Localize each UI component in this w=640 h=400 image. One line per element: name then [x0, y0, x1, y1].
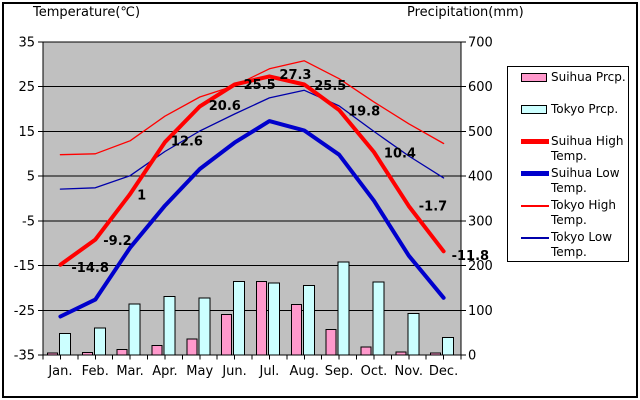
month-label: Oct. — [361, 364, 388, 379]
temp-point-label: -1.7 — [419, 200, 447, 215]
temp-axis-label: -35 — [14, 349, 35, 364]
temp-point-label: 10.4 — [384, 146, 416, 161]
month-label: Dec. — [429, 364, 458, 379]
tokyo-prcp-bar — [233, 280, 246, 356]
temp-axis-label: 25 — [18, 80, 35, 95]
tokyo-prcp-bar — [93, 327, 106, 356]
suihua-prcp-bar — [46, 352, 58, 356]
temp-point-label: -11.8 — [452, 249, 489, 264]
plot-area — [42, 41, 462, 356]
tokyo-low-temp--line — [59, 89, 445, 190]
tokyo-prcp-bar — [372, 281, 385, 356]
legend-item: Tokyo High Temp. — [508, 198, 628, 230]
temperature-axis-title: Temperature(℃) — [33, 5, 141, 20]
legend-line-swatch — [521, 134, 549, 149]
suihua-prcp-bar — [395, 351, 407, 356]
precipitation-axis-title: Precipitation(mm) — [407, 5, 524, 20]
suihua-prcp-bar — [116, 349, 128, 356]
legend-item-label: Tokyo High Temp. — [551, 198, 616, 227]
suihua-low-temp--line — [58, 119, 446, 319]
legend-item: Suihua Prcp. — [508, 70, 628, 102]
legend-line-swatch — [521, 198, 549, 213]
month-label: Sep. — [325, 364, 354, 379]
temp-point-label: -9.2 — [103, 234, 131, 249]
month-label: May — [186, 364, 213, 379]
legend-item-label: Tokyo Low Temp. — [551, 230, 613, 259]
temp-point-label: 25.5 — [314, 79, 346, 94]
month-label: Jul. — [259, 364, 280, 379]
temp-point-label: 12.6 — [171, 135, 203, 150]
legend-item-label: Suihua Low Temp. — [551, 166, 620, 195]
legend: Suihua Prcp. Tokyo Prcp. Suihua High Temp.… — [507, 66, 629, 262]
tokyo-prcp-bar — [407, 313, 420, 356]
month-label: Feb. — [82, 364, 109, 379]
temp-point-label: 27.3 — [279, 68, 311, 83]
legend-item: Suihua Low Temp. — [508, 166, 628, 198]
temp-axis-label: 5 — [27, 170, 35, 185]
legend-item-label: Suihua Prcp. — [551, 70, 626, 84]
temp-axis-label: 15 — [18, 125, 35, 140]
suihua-prcp-bar — [325, 329, 337, 356]
legend-item: Tokyo Prcp. — [508, 102, 628, 134]
precip-axis-label: 500 — [468, 125, 493, 140]
tokyo-high-temp--line — [59, 60, 445, 156]
precip-axis-label: 200 — [468, 259, 493, 274]
temp-axis-label: 35 — [18, 36, 35, 51]
temp-axis-label: -5 — [22, 214, 35, 229]
legend-line-swatch — [521, 230, 549, 245]
legend-item: Suihua High Temp. — [508, 134, 628, 166]
tokyo-prcp-bar — [337, 261, 350, 356]
suihua-prcp-bar — [186, 338, 198, 356]
suihua-high-temp--line — [58, 74, 446, 267]
month-label: Mar. — [116, 364, 143, 379]
month-label: Aug. — [289, 364, 319, 379]
suihua-prcp-bar — [360, 346, 372, 356]
tokyo-prcp-bar — [128, 303, 141, 356]
tokyo-prcp-bar — [442, 336, 455, 356]
tokyo-prcp-bar — [163, 296, 176, 356]
suihua-prcp-bar — [430, 352, 442, 356]
legend-line-swatch — [521, 166, 549, 181]
precip-axis-label: 0 — [468, 349, 476, 364]
temp-point-label: 1 — [137, 189, 146, 204]
temp-axis-label: -25 — [14, 304, 35, 319]
precip-axis-label: 400 — [468, 170, 493, 185]
precip-axis-label: 100 — [468, 304, 493, 319]
month-label: Jan. — [47, 364, 72, 379]
legend-item-label: Suihua High Temp. — [551, 134, 624, 163]
month-label: Apr. — [152, 364, 177, 379]
temp-point-label: 20.6 — [209, 99, 241, 114]
month-label: Nov. — [395, 364, 424, 379]
temp-point-label: -14.8 — [71, 261, 108, 276]
month-label: Jun. — [221, 364, 246, 379]
tokyo-prcp-bar — [58, 332, 71, 356]
legend-bar-swatch — [521, 70, 549, 85]
legend-item-label: Tokyo Prcp. — [551, 102, 619, 116]
suihua-prcp-bar — [221, 313, 233, 356]
tokyo-prcp-bar — [198, 297, 211, 356]
suihua-prcp-bar — [255, 281, 267, 356]
precip-axis-label: 600 — [468, 80, 493, 95]
precip-axis-label: 300 — [468, 214, 493, 229]
suihua-prcp-bar — [151, 345, 163, 356]
tokyo-prcp-bar — [302, 285, 315, 356]
suihua-prcp-bar — [290, 303, 302, 356]
temp-axis-label: -15 — [14, 259, 35, 274]
legend-item: Tokyo Low Temp. — [508, 230, 628, 262]
legend-bar-swatch — [521, 102, 549, 117]
suihua-prcp-bar — [81, 351, 93, 356]
temp-point-label: 25.5 — [244, 78, 276, 93]
temp-point-label: 19.8 — [348, 104, 380, 119]
tokyo-prcp-bar — [267, 282, 280, 356]
precip-axis-label: 700 — [468, 36, 493, 51]
